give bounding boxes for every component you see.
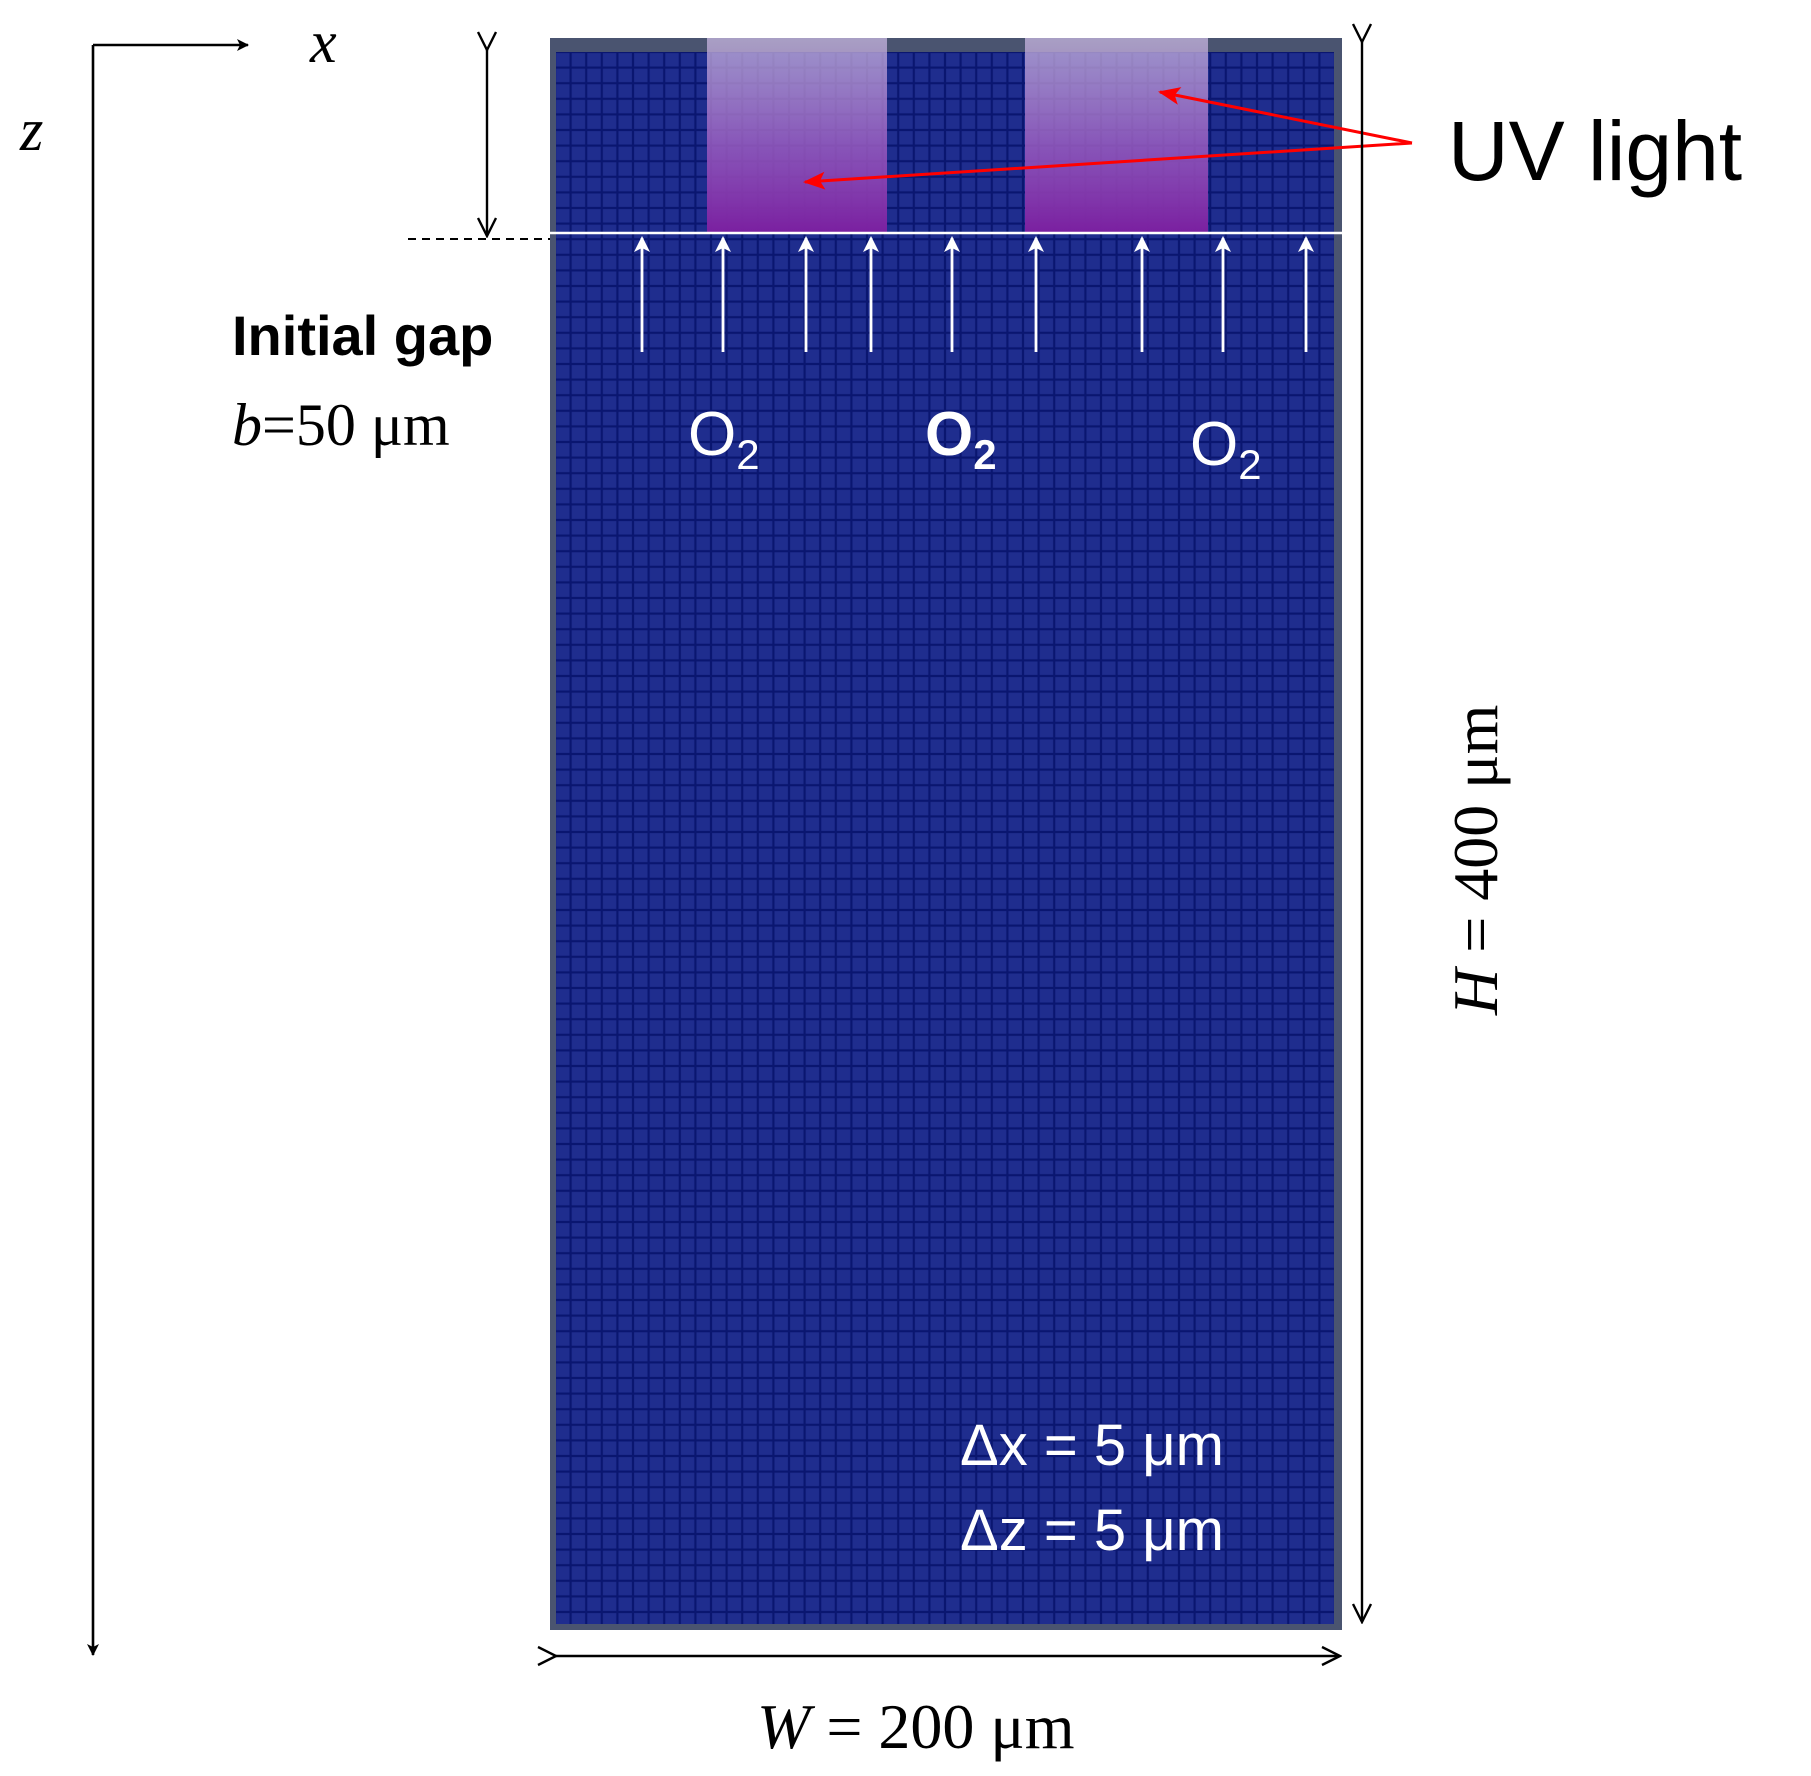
mesh-spacing-labels: Δx = 5 μm Δz = 5 μm	[960, 1413, 1224, 1563]
dz-label: Δz = 5 μm	[960, 1498, 1224, 1563]
height-variable: H	[1440, 965, 1511, 1016]
width-variable: W	[757, 1691, 816, 1762]
gap-variable: b	[232, 392, 262, 458]
width-label: W = 200 μm	[757, 1691, 1075, 1762]
height-dimension: H = 400 μm	[1362, 42, 1511, 1622]
x-axis-label: x	[309, 9, 337, 75]
oxygen-arrows	[634, 236, 1314, 352]
gap-value-text: =50 μm	[262, 392, 450, 458]
uv-beam-right	[1025, 38, 1208, 233]
initial-gap-marker: Initial gap b=50 μm	[232, 50, 1342, 458]
uv-beam-left	[707, 38, 887, 233]
dx-label: Δx = 5 μm	[960, 1413, 1224, 1478]
uv-beams	[707, 38, 1208, 233]
z-axis-label: z	[19, 97, 43, 163]
mesh-domain	[550, 38, 1342, 1630]
width-value: = 200 μm	[810, 1691, 1074, 1762]
height-label: H = 400 μm	[1440, 705, 1511, 1016]
o2-label-left: O2	[688, 400, 760, 478]
uv-pointer-left	[803, 141, 1413, 190]
axes: x z	[19, 9, 337, 1656]
uv-light-pointers: UV light	[803, 87, 1742, 198]
gap-title: Initial gap	[232, 304, 493, 367]
oxygen-labels: O2 O2 O2	[688, 400, 1262, 488]
gap-value: b=50 μm	[232, 392, 450, 458]
o2-label-middle: O2	[925, 400, 997, 478]
height-value: = 400 μm	[1440, 705, 1511, 969]
o2-label-right: O2	[1190, 410, 1262, 488]
mesh-grid	[556, 52, 1334, 1624]
uv-light-label: UV light	[1448, 104, 1742, 198]
width-dimension: W = 200 μm	[556, 1656, 1340, 1762]
